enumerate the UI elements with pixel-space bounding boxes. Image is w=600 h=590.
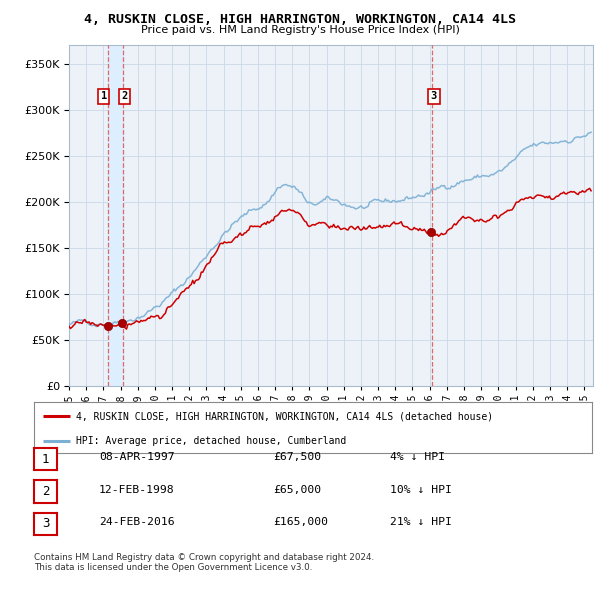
Text: 1: 1 — [42, 453, 49, 466]
Text: 3: 3 — [431, 91, 437, 101]
Text: 2: 2 — [42, 485, 49, 498]
Text: This data is licensed under the Open Government Licence v3.0.: This data is licensed under the Open Gov… — [34, 563, 313, 572]
Bar — [108, 45, 122, 386]
Text: 24-FEB-2016: 24-FEB-2016 — [99, 517, 175, 527]
Text: 10% ↓ HPI: 10% ↓ HPI — [390, 485, 452, 494]
Text: £65,000: £65,000 — [273, 485, 321, 494]
Text: £165,000: £165,000 — [273, 517, 328, 527]
Text: 12-FEB-1998: 12-FEB-1998 — [99, 485, 175, 494]
Text: Contains HM Land Registry data © Crown copyright and database right 2024.: Contains HM Land Registry data © Crown c… — [34, 553, 374, 562]
Text: 1: 1 — [101, 91, 107, 101]
Text: 2: 2 — [121, 91, 127, 101]
Text: 21% ↓ HPI: 21% ↓ HPI — [390, 517, 452, 527]
Text: £67,500: £67,500 — [273, 453, 321, 462]
Text: 4% ↓ HPI: 4% ↓ HPI — [390, 453, 445, 462]
Text: 4, RUSKIN CLOSE, HIGH HARRINGTON, WORKINGTON, CA14 4LS (detached house): 4, RUSKIN CLOSE, HIGH HARRINGTON, WORKIN… — [76, 411, 493, 421]
Text: 3: 3 — [42, 517, 49, 530]
Text: 4, RUSKIN CLOSE, HIGH HARRINGTON, WORKINGTON, CA14 4LS: 4, RUSKIN CLOSE, HIGH HARRINGTON, WORKIN… — [84, 13, 516, 26]
Text: Price paid vs. HM Land Registry's House Price Index (HPI): Price paid vs. HM Land Registry's House … — [140, 25, 460, 35]
Text: 08-APR-1997: 08-APR-1997 — [99, 453, 175, 462]
Text: HPI: Average price, detached house, Cumberland: HPI: Average price, detached house, Cumb… — [76, 437, 346, 447]
